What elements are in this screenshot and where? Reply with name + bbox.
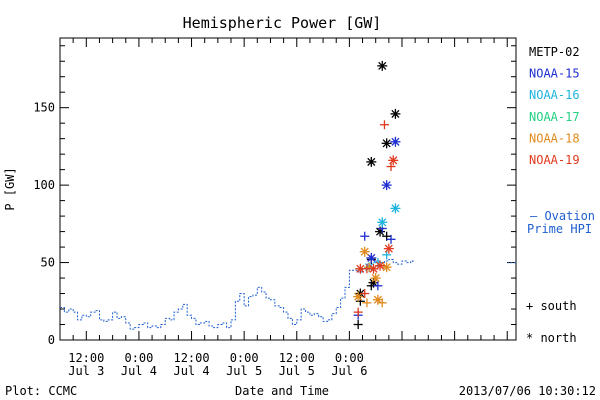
x-tick-label-time: 12:00 [173,351,209,365]
data-point-metp-02-north [377,60,388,71]
data-point-noaa-15-south [386,234,396,244]
data-point-noaa-18-north [381,262,392,273]
data-point-noaa-19-north [383,243,394,254]
x-tick-label-date: Jul 5 [279,364,315,378]
x-tick-label-date: Jul 6 [331,364,367,378]
x-tick-label-time: 0:00 [124,351,153,365]
legend-entry: NOAA-15 [529,67,580,81]
legend-entry: NOAA-18 [529,131,580,145]
legend-entry: NOAA-19 [529,153,580,167]
x-tick-label-date: Jul 4 [121,364,157,378]
data-point-noaa-18-north [353,291,364,302]
y-tick-label: 100 [33,178,55,192]
y-tick-label: 150 [33,101,55,115]
plot-credit: Plot: CCMC [5,384,77,398]
plot-frame [59,37,517,341]
data-point-noaa-19-north [388,155,399,166]
data-point-metp-02-north [381,138,392,149]
x-tick-label-time: 0:00 [335,351,364,365]
data-point-noaa-18-north [370,273,381,284]
ovation-prime-hpi-line [60,258,414,330]
plot-axes [59,37,517,341]
data-point-noaa-15-north [390,136,401,147]
legend-entry: NOAA-16 [529,88,580,102]
x-tick-label-time: 12:00 [279,351,315,365]
data-point-noaa-18-south [362,298,372,308]
data-point-noaa-15-north [366,252,377,263]
data-point-metp-02-north [390,108,401,119]
ovation-line-group [60,258,516,330]
data-point-noaa-19-south [360,289,370,299]
data-point-noaa-16-north [390,203,401,214]
data-point-noaa-19-south [353,307,363,317]
data-point-noaa-19-south [386,162,396,172]
legend-symbol-south: + south [526,299,577,313]
legend-entry: METP-02 [529,45,580,59]
data-point-noaa-15-south [373,281,383,291]
y-axis-label: P [GW] [3,167,17,210]
legend-entry: NOAA-17 [529,110,580,124]
data-point-noaa-19-north [355,263,366,274]
data-point-noaa-15-south [360,231,370,241]
x-axis-label: Date and Time [235,384,329,398]
data-point-noaa-18-north [359,246,370,257]
data-point-noaa-19-south [379,120,389,130]
legend-ovation-label-2: Prime HPI [527,222,592,236]
data-point-noaa-16-north [377,217,388,228]
legend-symbol-north: * north [526,331,577,345]
x-tick-label-date: Jul 5 [226,364,262,378]
data-point-noaa-19-north [375,260,386,271]
y-tick-label: 0 [48,333,55,347]
legend: METP-02 NOAA-15 NOAA-16 NOAA-17 NOAA-18 NOAA-… [526,45,595,345]
data-point-noaa-18-south [377,298,387,308]
chart-title: Hemispheric Power [GW] [183,14,382,32]
x-tick-label-time: 12:00 [68,351,104,365]
data-point-noaa-16-south [382,250,392,260]
data-point-metp-02-south [353,320,363,330]
x-tick-label-time: 0:00 [230,351,259,365]
legend-ovation-label: — Ovation [530,209,595,223]
data-point-metp-02-north [366,156,377,167]
y-tick-label: 50 [41,256,55,270]
x-tick-label-date: Jul 4 [173,364,209,378]
x-tick-label-date: Jul 3 [68,364,104,378]
plot-timestamp: 2013/07/06 10:30:12 [459,384,596,398]
data-points [353,60,401,330]
data-point-noaa-15-north [381,180,392,191]
